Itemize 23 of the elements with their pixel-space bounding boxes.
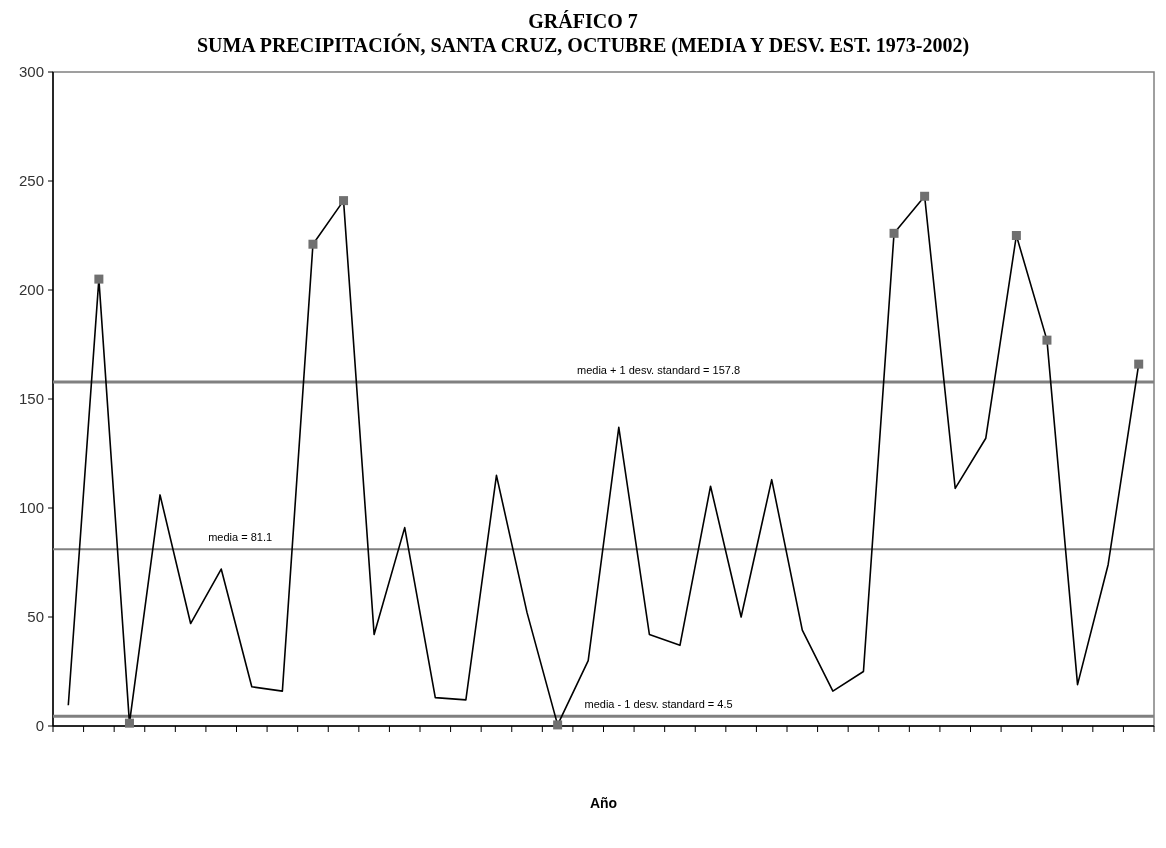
point: [889, 228, 899, 238]
point: [94, 274, 104, 284]
point: [553, 720, 563, 730]
y-tick-label: 50: [27, 608, 44, 626]
ref-line-label: media - 1 desv. standard = 4.5: [584, 698, 733, 711]
y-tick-label: 150: [18, 390, 44, 408]
chart-subtitle: SUMA PRECIPITACIÓN, SANTA CRUZ, OCTUBRE (MEDIA Y DESV. EST. 1973-2002): [196, 33, 970, 57]
ref-line-label: media + 1 desv. standard = 157.8: [577, 364, 741, 376]
y-tick-label: 0: [35, 717, 44, 735]
x-axis-title: Año: [589, 795, 618, 811]
point: [339, 196, 349, 206]
point: [1134, 359, 1144, 369]
point: [308, 239, 318, 249]
chart-title: GRÁFICO 7: [528, 10, 638, 32]
y-tick-label: 100: [18, 499, 44, 517]
y-tick-label: 300: [18, 63, 44, 81]
point: [124, 718, 134, 728]
point: [1042, 335, 1052, 345]
y-tick-label: 250: [18, 172, 44, 190]
point: [1011, 231, 1021, 240]
point: [920, 191, 930, 201]
y-tick-label: 200: [18, 281, 44, 299]
ref-line-label: media = 81.1: [208, 531, 273, 544]
